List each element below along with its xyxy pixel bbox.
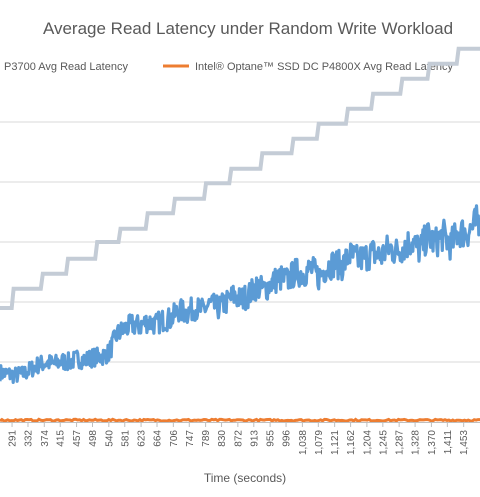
x-tick-label: 955 [266,430,277,447]
x-tick-label: 664 [153,430,164,447]
x-tick-label: 1,287 [395,430,406,455]
x-tick-label: 1,245 [378,430,389,455]
x-tick-label: 540 [104,430,115,447]
x-tick-label: 1,328 [411,430,422,455]
x-tick-label: 1,411 [443,430,454,455]
x-tick-label: 1,038 [298,430,309,455]
x-axis-label: Time (seconds) [204,471,286,485]
chart-title: Average Read Latency under Random Write … [43,19,453,38]
x-tick-label: 872 [233,430,244,447]
legend: P3700 Avg Read Latency Intel® Optane™ SSD… [4,61,453,73]
x-tick-label: 913 [249,430,260,447]
x-tick-label: 706 [169,430,180,447]
x-tick-label: 581 [120,430,131,447]
series-line-step [0,46,480,310]
series-line-optane [0,417,480,424]
x-tick-label: 996 [282,430,293,447]
x-tick-label: 374 [40,430,51,447]
legend-label-optane: Intel® Optane™ SSD DC P4800X Avg Read La… [195,61,453,73]
legend-label-p3700: P3700 Avg Read Latency [4,61,128,73]
x-tick-label: 1,370 [427,430,438,455]
x-tick-label: 415 [56,430,67,447]
x-tick-label: 1,453 [459,430,470,455]
series-line-p3700 [0,204,480,384]
x-tick-label: 830 [217,430,228,447]
x-tick-label: 623 [137,430,148,447]
x-tick-label: 747 [185,430,196,447]
x-tick-label: 1,079 [314,430,325,455]
x-tick-label: 1,204 [362,430,373,455]
series-layer [0,46,480,424]
x-tick-label: 1,121 [330,430,341,455]
x-tick-label: 1,162 [346,430,357,455]
x-tick-label: 332 [24,430,35,447]
x-tick-label: 498 [88,430,99,447]
x-tick-label: 457 [72,430,83,447]
x-axis: 291 332 374 415 457 498 540 581 623 664 706 747 789 8… [0,422,480,455]
x-tick-label: 789 [201,430,212,447]
x-tick-label: 291 [8,430,19,447]
